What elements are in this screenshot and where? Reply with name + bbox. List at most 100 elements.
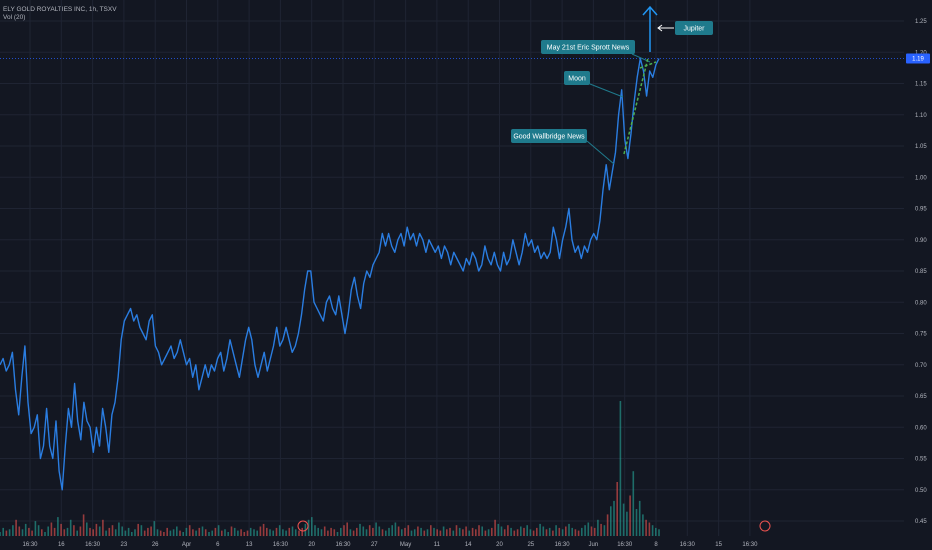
volume-bar [532, 530, 535, 536]
volume-bar [462, 529, 464, 537]
volume-bar [172, 529, 175, 537]
volume-bar [571, 527, 573, 536]
time-axis[interactable]: 16:30 16 16:30 23 26 Apr 6 13 16:30 20 16:30 27 May 1… [22, 520, 771, 548]
up-arrow-icon [642, 5, 658, 16]
volume-bar [217, 525, 220, 536]
volume-bar [645, 519, 647, 536]
volume-bar [153, 521, 156, 536]
volume-bar [147, 527, 149, 536]
volume-bar [211, 530, 213, 536]
volume-bar [632, 471, 635, 536]
volume-bar [275, 527, 278, 536]
volume-bar [327, 530, 329, 536]
volume-bar [131, 532, 133, 536]
volume-bar [523, 527, 525, 536]
volume-bar [333, 529, 336, 537]
price-tick-label: 1.00 [915, 175, 927, 181]
time-tick-label: 25 [527, 542, 534, 548]
time-tick-label: 20 [496, 542, 503, 548]
volume-bar [545, 529, 548, 537]
time-tick-label: 13 [246, 542, 253, 548]
time-tick-label: Apr [182, 542, 191, 548]
volume-bar [50, 522, 53, 536]
volume-bar [208, 532, 210, 536]
volume-bar [73, 525, 75, 536]
volume-bar [468, 530, 471, 536]
volume-bar [391, 525, 393, 536]
volume-bar [233, 527, 236, 536]
volume-bar [185, 527, 188, 536]
volume-bar [587, 522, 590, 536]
volume-bar [635, 509, 638, 536]
volume-bar [397, 526, 400, 536]
volume-bar [243, 532, 246, 536]
volume-bar [491, 527, 493, 536]
time-tick-label: 16:30 [742, 542, 758, 548]
volume-bar [182, 532, 184, 536]
volume-bar [143, 530, 146, 536]
volume-bar [542, 526, 545, 536]
time-tick-label: 23 [121, 542, 128, 548]
volume-bar [140, 525, 143, 536]
volume-bar [105, 530, 107, 536]
volume-bar [417, 526, 419, 536]
volume-bar [616, 482, 618, 536]
price-axis[interactable]: 1.25 1.20 1.15 1.10 1.05 1.00 0.95 0.90 0.85 0.80… [906, 19, 930, 525]
volume-bar [642, 514, 644, 536]
volume-bar [613, 500, 615, 536]
price-tick-label: 0.85 [915, 269, 927, 275]
volume-bar [253, 529, 255, 537]
volume-bar [651, 525, 654, 536]
volume-bar [359, 523, 361, 537]
volume-bar [98, 526, 101, 536]
price-tick-label: 0.55 [915, 457, 927, 463]
volume-bar [455, 525, 458, 536]
annotation-text: Jupiter [683, 26, 705, 33]
volume-bar [192, 529, 194, 537]
volume-bar [352, 530, 355, 536]
volume-bar [336, 532, 339, 536]
volume-bar [37, 525, 40, 536]
event-marker-icon [759, 520, 771, 532]
volume-bar [86, 522, 88, 536]
price-tick-label: 0.60 [915, 425, 927, 431]
volume-bar [401, 529, 403, 537]
volume-bar [323, 526, 326, 536]
annotation-jupiter: Jupiter [675, 21, 713, 35]
volume-bar [558, 527, 561, 536]
volume-bar [188, 525, 191, 536]
volume-bar [166, 527, 168, 536]
volume-bar [430, 525, 432, 536]
volume-bar [603, 525, 606, 536]
annotation-text: Good Wallbridge News [513, 134, 585, 141]
volume-bar [442, 526, 445, 536]
time-tick-label: 6 [216, 542, 220, 548]
volume-bar [539, 523, 541, 537]
volume-bar [311, 517, 313, 536]
volume-bar [394, 522, 397, 536]
volume-bar [475, 529, 477, 537]
volume-bar [21, 529, 24, 537]
price-series [0, 57, 660, 491]
volume-bar [224, 529, 226, 537]
trend-line [623, 57, 649, 155]
volume-bar [121, 526, 123, 536]
time-tick-label: 8 [654, 542, 658, 548]
volume-bar [529, 529, 532, 537]
volume-bar [606, 514, 609, 536]
time-tick-label: 16:30 [617, 542, 633, 548]
price-tick-label: 1.10 [915, 113, 927, 119]
volume-bar [12, 525, 14, 536]
volume-bar [494, 519, 496, 536]
volume-bar [439, 530, 442, 536]
volume-bar [638, 500, 641, 536]
price-tick-label: 0.95 [915, 207, 927, 213]
volume-bar [163, 532, 165, 536]
time-tick-label: 16:30 [85, 542, 101, 548]
volume-bar [95, 523, 98, 537]
volume-bar [655, 527, 657, 536]
volume-bar [227, 532, 229, 536]
time-tick-label: 20 [308, 542, 315, 548]
chart-title: ELY GOLD ROYALTIES INC, 1h, TSXV [3, 6, 117, 13]
